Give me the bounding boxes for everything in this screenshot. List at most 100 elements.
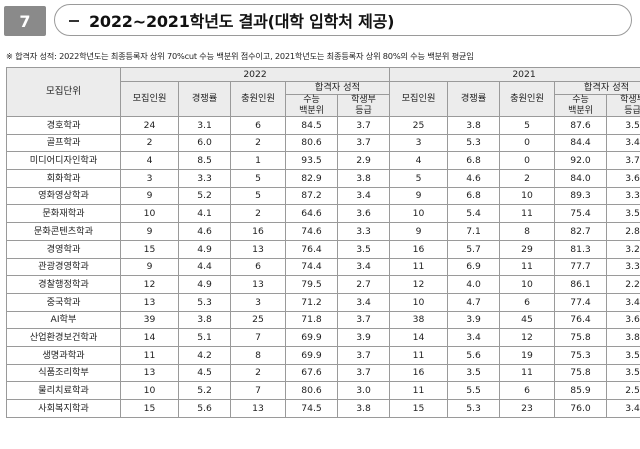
suneung-2021-cell: 87.6 [554, 116, 608, 135]
recruit-2021-cell: 11 [389, 257, 449, 277]
extra-2022-cell: 1 [230, 151, 286, 171]
recruit-2022-cell: 10 [120, 381, 179, 400]
title-dash-icon [69, 20, 79, 22]
recruit-2021-cell: 5 [389, 169, 449, 188]
extra-2022-cell: 13 [230, 275, 286, 294]
dept-cell: 경찰행정학과 [6, 275, 121, 294]
header-suneung-label: 수능 백분위 [568, 95, 593, 116]
extra-2022-cell: 2 [230, 363, 286, 383]
recruit-2022-cell: 14 [120, 328, 179, 347]
suneung-2022-cell: 71.2 [285, 292, 338, 312]
recruit-2021-cell: 11 [389, 381, 449, 400]
grade-2021-cell: 2.2 [606, 275, 640, 294]
grade-2021-cell: 3.4 [606, 399, 640, 418]
competition-2021-cell: 5.3 [447, 399, 501, 418]
results-table: 모집단위 2022 2021 모집인원 경쟁률 충원인원 합격자 성적 모집인원… [6, 67, 640, 418]
grade-2022-cell: 3.4 [336, 186, 391, 206]
table-row: 중국학과 13 5.3 3 71.2 3.4 10 4.7 6 77.4 3.4 [6, 292, 640, 312]
grade-2021-cell: 3.6 [606, 169, 640, 188]
suneung-2021-cell: 77.4 [554, 292, 608, 312]
dept-cell: 미디어디자인학과 [6, 151, 121, 171]
dept-cell: 식품조리학부 [6, 363, 121, 383]
suneung-2022-cell: 79.5 [285, 275, 338, 294]
recruit-2022-cell: 9 [120, 222, 179, 241]
grade-2022-cell: 3.7 [336, 133, 391, 153]
grade-2022-cell: 3.0 [336, 381, 391, 400]
grade-2022-cell: 3.8 [336, 399, 391, 418]
suneung-2021-cell: 86.1 [554, 275, 608, 294]
recruit-2021-cell: 15 [389, 399, 449, 418]
table-row: 생명과학과 11 4.2 8 69.9 3.7 11 5.6 19 75.3 3.5 [6, 345, 640, 365]
suneung-2022-cell: 80.6 [285, 381, 338, 400]
extra-2021-cell: 0 [499, 133, 556, 153]
recruit-2021-cell: 16 [389, 363, 449, 383]
competition-2022-cell: 4.2 [178, 345, 231, 365]
header-dept: 모집단위 [6, 67, 121, 117]
recruit-2022-cell: 12 [120, 275, 179, 294]
grade-2021-cell: 3.3 [606, 257, 640, 277]
header-score-group-2022: 합격자 성적 [284, 81, 391, 95]
table-row: 관광경영학과 9 4.4 6 74.4 3.4 11 6.9 11 77.7 3.3 [6, 257, 640, 277]
header-year-2021: 2021 [389, 67, 640, 82]
extra-2021-cell: 45 [499, 310, 556, 330]
page-title: 2022~2021학년도 결과(대학 입학처 제공) [89, 12, 395, 31]
header-extra-2022: 충원인원 [230, 81, 286, 117]
grade-2022-cell: 2.9 [336, 151, 391, 171]
suneung-2021-cell: 75.8 [554, 363, 608, 383]
extra-2021-cell: 0 [499, 151, 556, 171]
header-competition-2022: 경쟁률 [178, 81, 231, 117]
grade-2022-cell: 3.5 [336, 239, 391, 259]
recruit-2021-cell: 38 [389, 310, 449, 330]
dept-cell: 문화재학과 [6, 204, 121, 224]
recruit-2022-cell: 13 [120, 363, 179, 383]
table-row: 경영학과 15 4.9 13 76.4 3.5 16 5.7 29 81.3 3.2 [6, 239, 640, 259]
grade-2021-cell: 3.2 [606, 239, 640, 259]
competition-2022-cell: 5.2 [178, 381, 231, 400]
extra-2021-cell: 11 [499, 204, 556, 224]
table-row: 물리치료학과 10 5.2 7 80.6 3.0 11 5.5 6 85.9 2.5 [6, 381, 640, 400]
competition-2021-cell: 6.9 [447, 257, 501, 277]
competition-2022-cell: 4.5 [178, 363, 231, 383]
recruit-2022-cell: 15 [120, 399, 179, 418]
header-extra-2021: 충원인원 [499, 81, 556, 117]
recruit-2021-cell: 4 [389, 151, 449, 171]
table-row: 산업환경보건학과 14 5.1 7 69.9 3.9 14 3.4 12 75.8 3.8 [6, 328, 640, 347]
recruit-2022-cell: 24 [120, 116, 179, 135]
extra-2022-cell: 6 [230, 257, 286, 277]
table-row: 영화영상학과 9 5.2 5 87.2 3.4 9 6.8 10 89.3 3.3 [6, 186, 640, 206]
dept-cell: 경호학과 [6, 116, 121, 135]
header-score-group-2021: 합격자 성적 [554, 81, 640, 95]
suneung-2021-cell: 85.9 [554, 381, 608, 400]
recruit-2021-cell: 3 [389, 133, 449, 153]
table-row: 사회복지학과 15 5.6 13 74.5 3.8 15 5.3 23 76.0 3.4 [6, 399, 640, 418]
competition-2022-cell: 5.2 [178, 186, 231, 206]
section-number: 7 [4, 6, 46, 36]
recruit-2021-cell: 10 [389, 204, 449, 224]
extra-2021-cell: 10 [499, 186, 556, 206]
grade-2021-cell: 3.5 [606, 204, 640, 224]
extra-2022-cell: 5 [230, 169, 286, 188]
competition-2022-cell: 5.3 [178, 292, 231, 312]
suneung-2022-cell: 80.6 [285, 133, 338, 153]
suneung-2022-cell: 93.5 [285, 151, 338, 171]
suneung-2022-cell: 71.8 [285, 310, 338, 330]
extra-2021-cell: 6 [499, 381, 556, 400]
dept-cell: 중국학과 [6, 292, 121, 312]
competition-2022-cell: 3.1 [178, 116, 231, 135]
recruit-2021-cell: 9 [389, 186, 449, 206]
recruit-2021-cell: 14 [389, 328, 449, 347]
grade-2022-cell: 3.7 [336, 116, 391, 135]
suneung-2022-cell: 76.4 [285, 239, 338, 259]
dept-cell: AI학부 [6, 310, 121, 330]
table-row: 골프학과 2 6.0 2 80.6 3.7 3 5.3 0 84.4 3.4 [6, 133, 640, 153]
grade-2022-cell: 3.4 [336, 257, 391, 277]
grade-2021-cell: 3.5 [606, 363, 640, 383]
header-grade-2022: 학생부 등급 [336, 94, 391, 117]
table-row: AI학부 39 3.8 25 71.8 3.7 38 3.9 45 76.4 3.6 [6, 310, 640, 330]
suneung-2021-cell: 76.0 [554, 399, 608, 418]
dept-cell: 산업환경보건학과 [6, 328, 121, 347]
competition-2021-cell: 5.5 [447, 381, 501, 400]
grade-2021-cell: 3.8 [606, 328, 640, 347]
suneung-2021-cell: 75.3 [554, 345, 608, 365]
dept-cell: 영화영상학과 [6, 186, 121, 206]
